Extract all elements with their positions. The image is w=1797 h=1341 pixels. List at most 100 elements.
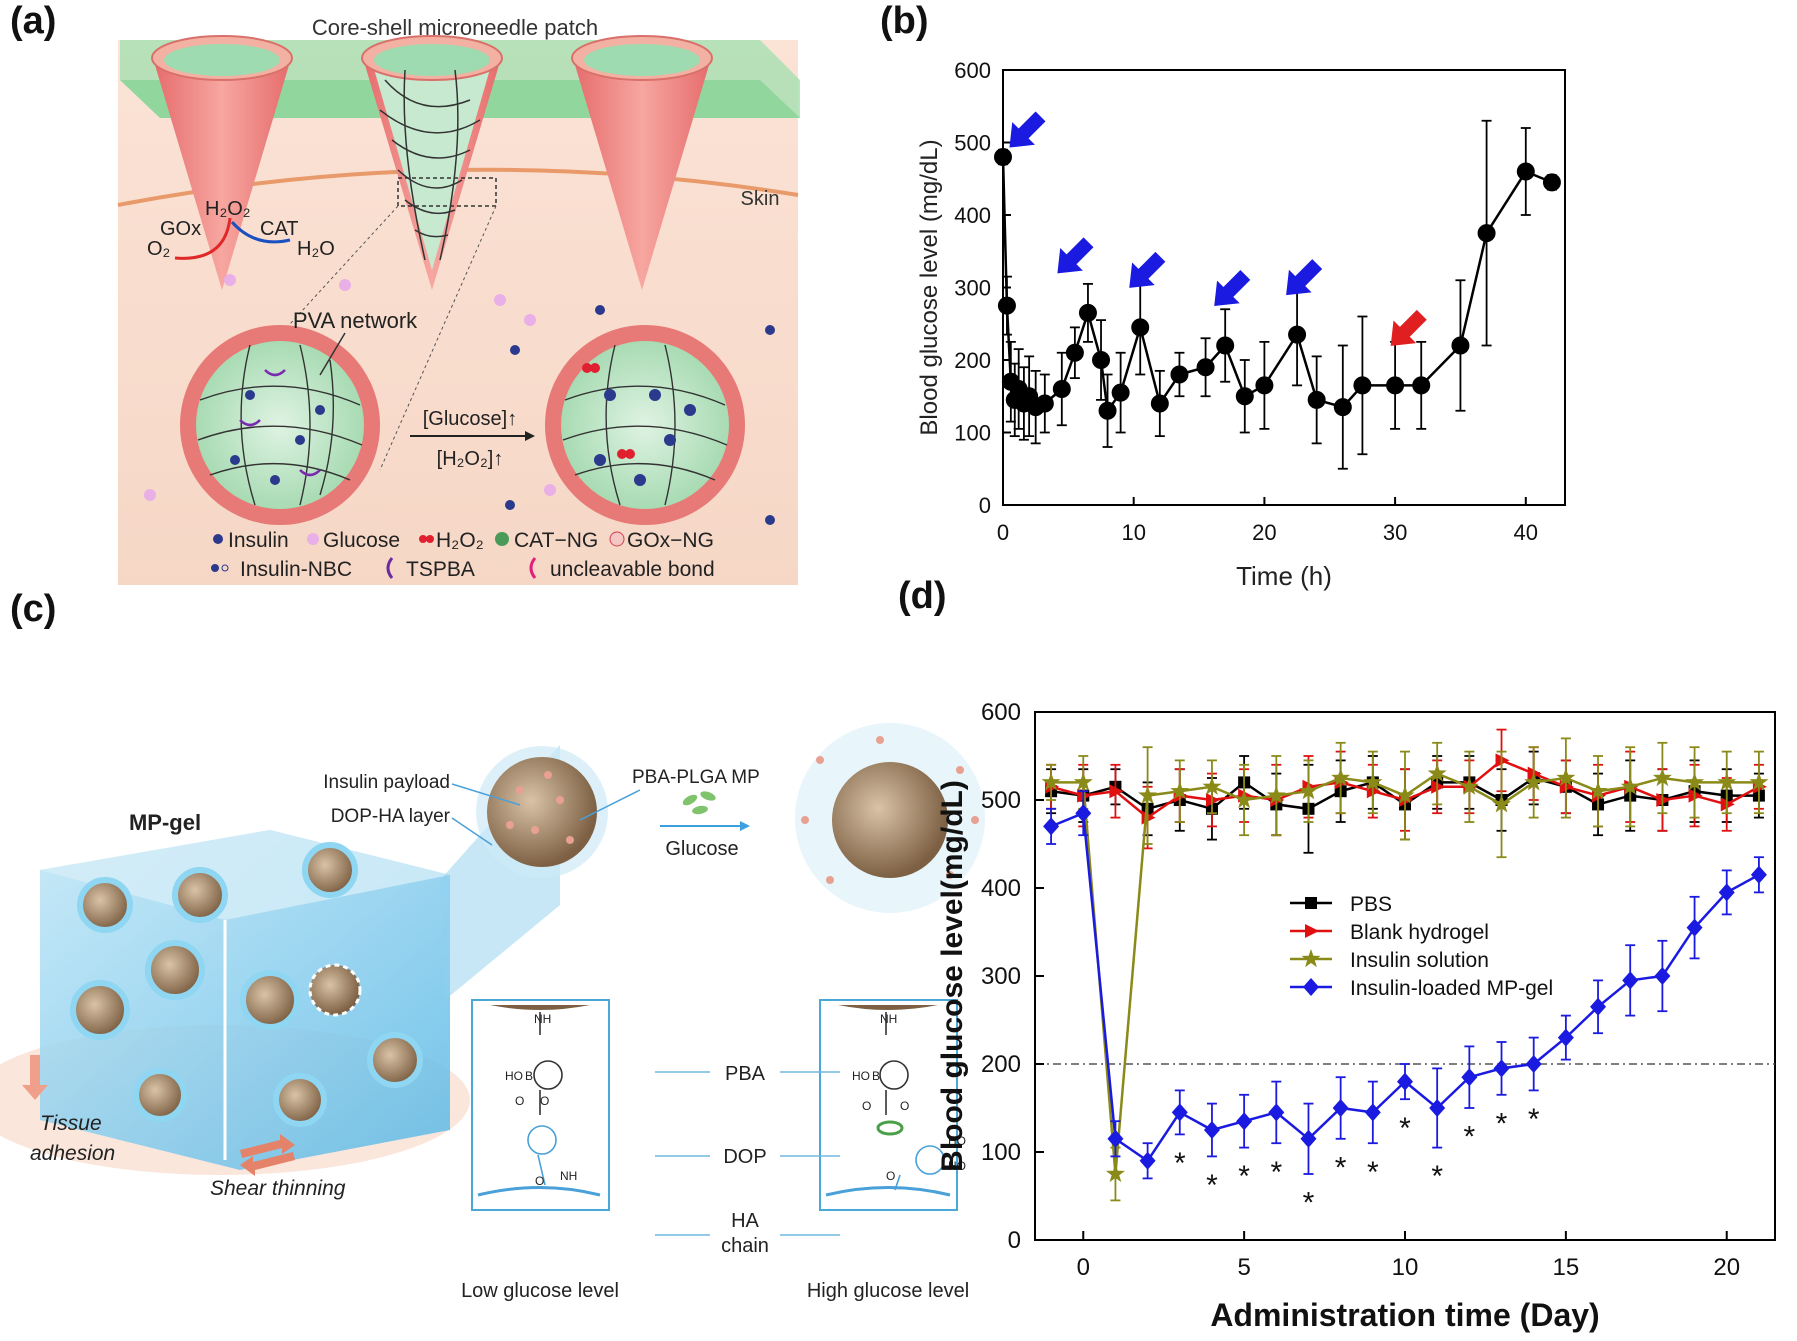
h2o2-label: H₂O₂ [205, 198, 251, 220]
dop-ha-layer-label: DOP-HA layer [331, 806, 451, 827]
h2o-label: H₂O [297, 238, 335, 260]
h2o2-dumbbell-icon [419, 535, 434, 543]
chart-d-point [1105, 1164, 1125, 1183]
low-glucose-inset [471, 999, 610, 1211]
chart-d-significance-star: * [1367, 1156, 1379, 1189]
chart-b-point [997, 296, 1016, 315]
chart-d-significance-star: * [1174, 1147, 1186, 1180]
chart-d-point [1138, 785, 1158, 804]
chart-d-significance-star: * [1206, 1169, 1218, 1202]
chart-b-point [1333, 398, 1352, 417]
chart-d-legend-label: Insulin-loaded MP-gel [1350, 977, 1553, 1000]
chart-b-ytick-label: 100 [954, 421, 991, 446]
chart-d-point [1688, 788, 1703, 803]
pva-network-label: PVA network [293, 308, 418, 333]
chart-d-xtick-label: 20 [1713, 1254, 1740, 1281]
chart-b-ytick-label: 0 [979, 493, 991, 518]
blue-dose-arrow-icon [1009, 111, 1046, 148]
chart-b-point [1288, 325, 1307, 344]
svg-text:O: O [900, 1099, 909, 1113]
panel-c-schematic: MP-gel Tissue adhesion Shear thinning In… [0, 723, 985, 1302]
chart-d-point [1331, 768, 1351, 787]
chart-d-point [1527, 766, 1542, 781]
red-dose-arrow-icon [1390, 309, 1427, 346]
chart-d-significance-star: * [1431, 1160, 1443, 1193]
chart-b-point [1307, 390, 1326, 409]
legend-a-glucose: Glucose [323, 529, 400, 552]
chart-d-point [1234, 790, 1254, 809]
chart-b-xtick-label: 0 [997, 520, 1009, 545]
pba-plga-mp-label: PBA-PLGA MP [632, 767, 760, 788]
chart-b-xtick-label: 40 [1514, 520, 1538, 545]
chart-b-xtick-label: 20 [1252, 520, 1276, 545]
chart-d-point [1524, 772, 1544, 791]
chart-d-point [1718, 883, 1735, 902]
chart-d-point [1305, 897, 1317, 909]
cat-ng-sphere-icon [495, 532, 509, 546]
chart-d-point [1749, 772, 1769, 791]
chart-d-legend-label: PBS [1350, 893, 1392, 916]
chart-d-point [1656, 793, 1671, 807]
tissue-label-2: adhesion [30, 1142, 115, 1165]
chart-d-significance-star: * [1270, 1156, 1282, 1189]
chart-d-point [1266, 785, 1286, 804]
chart-d-point [1305, 924, 1319, 938]
chart-b-xtick-label: 30 [1383, 520, 1407, 545]
chart-d-point [1590, 997, 1607, 1016]
right-nanogel [545, 325, 745, 525]
panel-label-c: (c) [10, 588, 57, 630]
chart-b-xtick-label: 10 [1121, 520, 1145, 545]
low-glucose-chem-labels: NH HO B O O NH O [505, 1012, 577, 1188]
ha-chain-label-1: HA [731, 1210, 759, 1232]
gox-reaction-arrow [174, 217, 232, 260]
high-glucose-chem-labels: NH HO B O O HO HO O [852, 1012, 966, 1183]
chart-b-point [1196, 358, 1215, 377]
shear-arrows [240, 1134, 295, 1176]
chart-d-significance-star: * [1303, 1187, 1315, 1220]
chart-b-point [1150, 394, 1169, 413]
svg-text:HO: HO [948, 1159, 966, 1173]
glucose-condition: [Glucose]↑ [423, 408, 517, 430]
chart-d-point [1303, 978, 1319, 996]
chart-d-ytick-label: 300 [981, 963, 1021, 990]
chart-b-point [1235, 387, 1254, 406]
chart-d-point [1109, 784, 1124, 799]
microneedle-left [152, 55, 292, 290]
chart-d-xtick-label: 5 [1237, 1254, 1250, 1281]
chart-d-ytick-label: 400 [981, 875, 1021, 902]
dop-label: DOP [723, 1146, 766, 1168]
chart-d-ylabel: Blood glucose level(mg/dL) [936, 780, 969, 1172]
chart-d-point [1717, 772, 1737, 791]
chart-b-point [1111, 383, 1130, 402]
gox-ng-sphere-icon [609, 531, 625, 547]
panel-label-a: (a) [10, 0, 57, 42]
chart-d-xtick-label: 0 [1077, 1254, 1090, 1281]
chart-d-xtick-label: 15 [1553, 1254, 1580, 1281]
blue-dose-arrow-icon [1214, 269, 1251, 307]
chart-d-legend-label: Insulin solution [1350, 949, 1489, 972]
high-glucose-label: High glucose level [807, 1280, 969, 1302]
svg-text:NH: NH [880, 1012, 897, 1026]
chart-b-point [1052, 380, 1071, 398]
chart-d-point [1556, 768, 1576, 787]
chart-d-significance-star: * [1528, 1103, 1540, 1136]
chart-d-point [1493, 1059, 1510, 1078]
legend-a-h2o2: H₂O₂ [436, 529, 484, 552]
panel-b-chart: 0 100 200 300 400 500 600 0 10 20 30 40 Time (h) Bloo… [916, 58, 1566, 591]
chart-d-significance-star: * [1464, 1121, 1476, 1154]
chart-d-series-2 [1041, 737, 1769, 1202]
shear-thinning-label: Shear thinning [210, 1177, 346, 1200]
chart-d-point [1301, 949, 1321, 968]
chart-b-point [1451, 336, 1470, 355]
panel-label-d: (d) [898, 575, 947, 617]
chart-d-point [1236, 1112, 1253, 1131]
chart-d-point [1268, 1103, 1285, 1122]
chart-b-ytick-label: 600 [954, 58, 991, 83]
pba-label: PBA [725, 1063, 766, 1085]
chart-d-significance-star: * [1399, 1112, 1411, 1145]
insulin-nbc-icon [211, 564, 229, 572]
legend-a-insulin: Insulin [228, 529, 289, 552]
legend-a-insulin-nbc: Insulin-NBC [240, 558, 352, 581]
chart-d-point [1750, 865, 1767, 884]
